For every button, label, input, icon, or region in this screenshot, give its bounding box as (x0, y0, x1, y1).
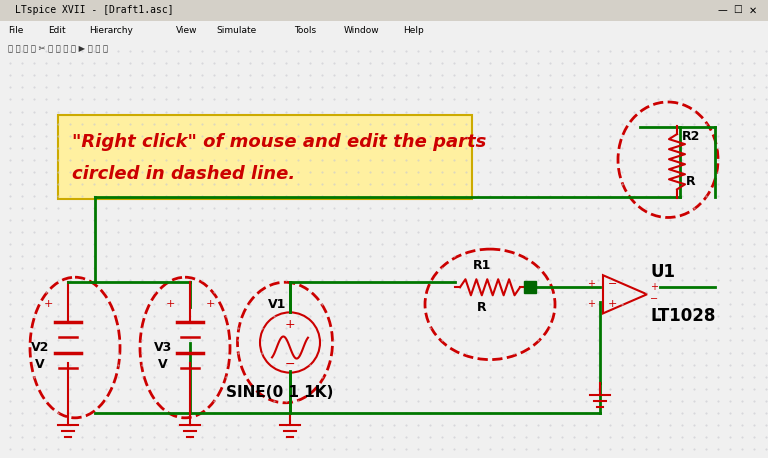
Text: R: R (477, 301, 487, 314)
Text: ⬛ 📁 💾 🖨 ✂ 🔍 🔍 🔍 🔍 ▶ ⏹ 🔧 🔧: ⬛ 📁 💾 🖨 ✂ 🔍 🔍 🔍 🔍 ▶ ⏹ 🔧 🔧 (8, 44, 108, 53)
FancyBboxPatch shape (0, 21, 768, 41)
Text: V: V (158, 358, 168, 371)
Text: —: — (717, 5, 727, 15)
Text: +: + (205, 300, 215, 309)
Text: LTspice XVII - [Draft1.asc]: LTspice XVII - [Draft1.asc] (15, 5, 174, 15)
Text: +: + (608, 300, 617, 309)
Text: circled in dashed line.: circled in dashed line. (72, 165, 295, 183)
Text: +: + (587, 279, 595, 289)
Text: Window: Window (344, 27, 379, 35)
Text: −: − (608, 279, 617, 289)
Text: +: + (165, 300, 174, 309)
Text: SINE(0 1 1K): SINE(0 1 1K) (227, 385, 333, 400)
Text: R1: R1 (473, 259, 492, 272)
Text: "Right click" of mouse and edit the parts: "Right click" of mouse and edit the part… (72, 133, 486, 151)
Text: Hierarchy: Hierarchy (89, 27, 133, 35)
Text: V: V (35, 358, 45, 371)
FancyBboxPatch shape (58, 114, 472, 199)
Text: +: + (285, 318, 296, 331)
Text: V3: V3 (154, 341, 172, 354)
Text: ☐: ☐ (733, 5, 742, 15)
Text: +: + (650, 282, 658, 292)
Text: U1: U1 (650, 263, 675, 281)
Text: V1: V1 (268, 298, 286, 311)
Text: R: R (686, 175, 696, 188)
Text: −: − (285, 358, 295, 371)
Text: −: − (650, 294, 658, 304)
Text: ✕: ✕ (749, 5, 756, 15)
Text: +: + (43, 300, 53, 309)
Text: Help: Help (403, 27, 424, 35)
Text: +: + (587, 300, 595, 309)
FancyBboxPatch shape (0, 0, 768, 21)
Text: R2: R2 (682, 130, 700, 143)
Text: File: File (8, 27, 23, 35)
Text: Edit: Edit (48, 27, 66, 35)
Text: V2: V2 (31, 341, 49, 354)
Text: View: View (176, 27, 197, 35)
Text: LT1028: LT1028 (650, 307, 715, 325)
Text: Simulate: Simulate (217, 27, 257, 35)
Text: Tools: Tools (294, 27, 316, 35)
